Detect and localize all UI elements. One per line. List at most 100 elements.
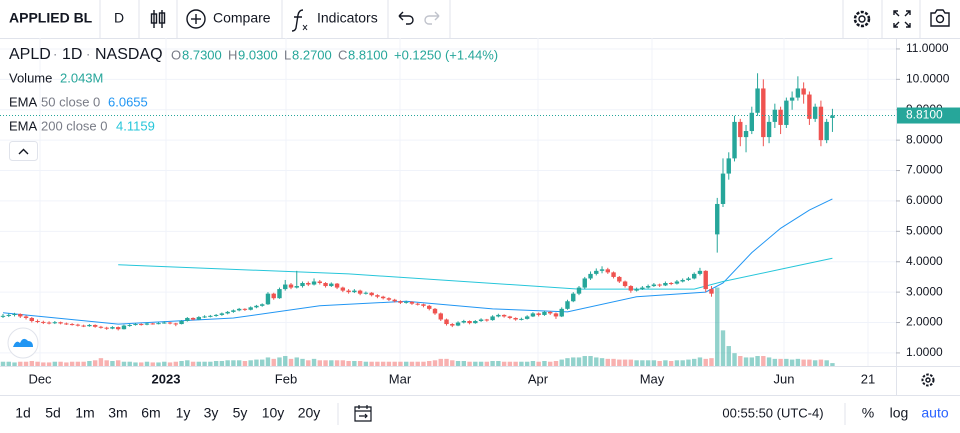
volume-bar [392, 361, 397, 366]
candle-body [41, 321, 46, 323]
volume-bar [720, 330, 726, 366]
y-tick-label: 2.0000 [906, 315, 943, 329]
volume-bar [732, 353, 737, 366]
range-button[interactable]: 20y [298, 405, 321, 421]
ema50-params: 50 close 0 [41, 94, 100, 109]
candle-body [323, 283, 328, 287]
range-button[interactable]: 5y [233, 405, 248, 421]
x-tick-label: Mar [389, 371, 412, 386]
range-button[interactable]: 5d [45, 405, 61, 421]
candle-body [622, 281, 628, 287]
candle-body [58, 322, 63, 324]
volume-bar [242, 361, 248, 366]
volume-bar [58, 361, 63, 366]
volume-bar [438, 358, 443, 366]
volume-bar [530, 361, 536, 366]
candle-body [576, 287, 582, 294]
undo-button[interactable] [398, 11, 414, 25]
candle-body [421, 304, 426, 306]
chart-style-button[interactable] [150, 10, 166, 28]
volume-bar [288, 358, 294, 366]
candle-body [444, 319, 449, 325]
grid [0, 38, 896, 366]
candle-body [455, 322, 461, 326]
logo-shape [13, 338, 33, 347]
candle-body [52, 322, 58, 324]
legend-close: 8.8100 [348, 47, 388, 62]
candle-body [732, 121, 737, 159]
symbol-search[interactable]: APPLIED BL [9, 10, 93, 26]
candle-body [18, 314, 23, 317]
candle-body [75, 324, 81, 326]
candles [0, 73, 835, 331]
auto-toggle[interactable]: auto [921, 405, 948, 421]
fullscreen-button[interactable] [893, 10, 911, 28]
volume-bar [611, 358, 616, 366]
volume-bar [824, 360, 829, 366]
range-button[interactable]: 1m [75, 405, 94, 421]
compare-button[interactable]: Compare [186, 9, 271, 29]
x-tick-label: Jun [774, 371, 795, 386]
candle-body [306, 283, 311, 285]
goto-date-button[interactable] [354, 405, 372, 422]
volume-bar [300, 358, 305, 366]
settings-button[interactable] [853, 10, 871, 28]
range-button[interactable]: 6m [141, 405, 160, 421]
candle-body [288, 284, 294, 288]
percent-toggle[interactable]: % [862, 405, 874, 421]
volume-bar [484, 361, 490, 366]
candle-body [432, 308, 438, 314]
volume-bar [196, 361, 202, 366]
volume-bar [190, 361, 196, 366]
volume-bar [692, 358, 697, 366]
candle-body [150, 323, 155, 325]
candle-body [709, 289, 714, 294]
redo-button[interactable] [424, 11, 440, 25]
compare-label: Compare [213, 10, 271, 26]
volume-bar [634, 360, 639, 366]
volume-bar [306, 360, 311, 366]
snapshot-button[interactable] [930, 9, 950, 27]
volume-bar [778, 358, 783, 366]
volume-label: Volume [9, 70, 52, 85]
indicators-button[interactable]: Indicators [291, 9, 378, 32]
volume-bar [605, 358, 610, 366]
candle-body [127, 324, 132, 326]
range-button[interactable]: 3m [108, 405, 127, 421]
candle-body [657, 284, 662, 286]
indicators-label: Indicators [317, 10, 378, 26]
legend-l-label: L [284, 47, 291, 62]
range-button[interactable]: 1y [176, 405, 191, 421]
volume-bar [599, 358, 605, 366]
collapse-legend-button[interactable] [9, 141, 38, 161]
x-tick-label: May [640, 371, 665, 386]
axis-settings-button[interactable] [921, 373, 935, 387]
candle-body [196, 317, 202, 320]
candle-body [715, 203, 720, 235]
candle-body [231, 310, 236, 312]
candle-body [427, 305, 432, 309]
volume-bar [496, 361, 501, 366]
candle-body [225, 311, 230, 314]
candle-body [346, 290, 351, 293]
range-button[interactable]: 1d [15, 405, 31, 421]
candle-body [484, 319, 490, 321]
candle-body [663, 283, 668, 286]
volume-bar [213, 361, 219, 366]
interval-button[interactable]: D [114, 10, 124, 26]
volume-bar [29, 361, 34, 366]
candle-body [248, 307, 253, 310]
candle-body [473, 321, 478, 324]
volume-bar [697, 357, 703, 366]
volume-bar [421, 361, 426, 366]
range-button[interactable]: 10y [262, 405, 285, 421]
log-toggle[interactable]: log [890, 405, 909, 421]
range-button[interactable]: 3y [204, 405, 219, 421]
volume-bar [830, 363, 835, 366]
candle-body [490, 316, 495, 321]
volume-bar [812, 360, 818, 366]
legend-interval: 1D [62, 46, 82, 63]
volume-bar [64, 362, 69, 366]
volume-bar [640, 360, 645, 366]
